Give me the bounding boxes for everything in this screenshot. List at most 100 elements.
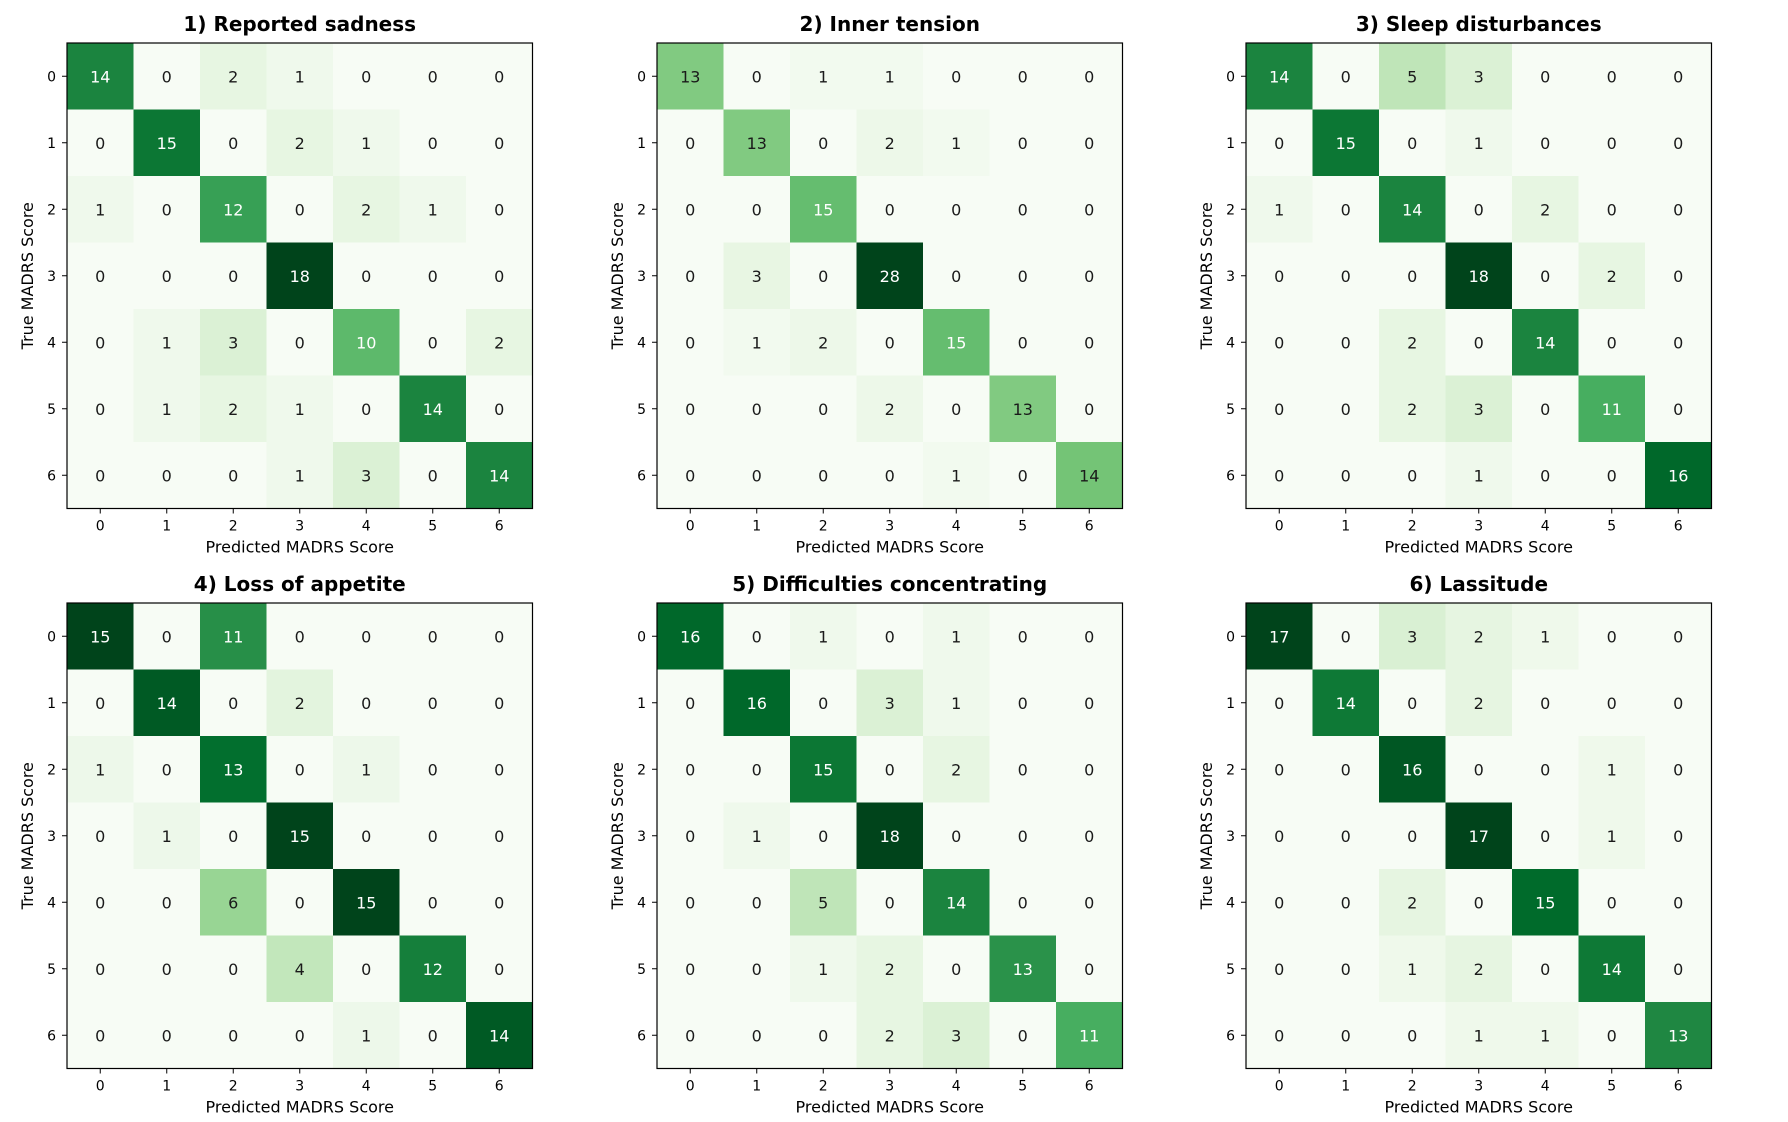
heatmap-cell: [1512, 176, 1579, 243]
y-tick-label: 2: [637, 202, 646, 218]
x-tick-label: 6: [1674, 519, 1683, 535]
heatmap-cell: [723, 669, 791, 737]
cell-value-label: 1: [818, 627, 828, 646]
cell-value-label: 1: [95, 200, 105, 219]
cell-value-label: 0: [1607, 893, 1617, 912]
cell-value-label: 0: [162, 267, 172, 286]
cell-value-label: 1: [95, 760, 105, 779]
heatmap-cell: [1379, 669, 1446, 737]
heatmap-cell: [1312, 603, 1380, 670]
cell-value-label: 13: [223, 760, 243, 779]
cell-value-label: 0: [885, 333, 895, 352]
cell-value-label: 2: [1407, 333, 1417, 352]
cell-value-label: 14: [946, 893, 966, 912]
cell-value-label: 2: [361, 200, 371, 219]
heatmap-cell: [200, 1002, 267, 1069]
cell-value-label: 0: [1407, 466, 1417, 485]
cell-value-label: 0: [1540, 827, 1550, 846]
cell-value-label: 0: [428, 827, 438, 846]
heatmap-cell: [266, 375, 334, 443]
cell-value-label: 0: [685, 694, 695, 713]
heatmap-cell: [67, 442, 134, 509]
heatmap-cell: [1246, 669, 1313, 737]
heatmap-cell: [1056, 176, 1123, 243]
cell-value-label: 0: [752, 960, 762, 979]
heatmap-cell: [200, 869, 267, 936]
heatmap-cell: [1246, 802, 1313, 870]
cell-value-label: 1: [162, 400, 172, 419]
cell-value-label: 0: [494, 893, 504, 912]
cell-value-label: 0: [818, 134, 828, 153]
heatmap-cell: [989, 43, 1057, 110]
cell-value-label: 0: [1540, 694, 1550, 713]
heatmap-cell: [723, 603, 791, 670]
y-tick-label: 4: [637, 335, 646, 351]
heatmap-cell: [67, 375, 134, 443]
cell-value-label: 0: [685, 1026, 695, 1045]
heatmap-cell: [1056, 242, 1123, 310]
heatmap-cell: [790, 242, 857, 310]
heatmap-cell: [1578, 442, 1646, 509]
cell-value-label: 0: [1274, 960, 1284, 979]
x-tick-label: 4: [952, 519, 961, 535]
heatmap-cell: [723, 869, 791, 936]
heatmap-cell: [1379, 375, 1446, 443]
heatmap-cell: [1645, 43, 1712, 110]
cell-value-label: 0: [162, 627, 172, 646]
cell-value-label: 0: [295, 333, 305, 352]
heatmap-cell: [67, 802, 134, 870]
cell-value-label: 1: [361, 134, 371, 153]
cell-value-label: 0: [752, 200, 762, 219]
y-tick-label: 0: [1226, 69, 1235, 85]
cell-value-label: 0: [1084, 134, 1094, 153]
heatmap-cell: [399, 802, 467, 870]
heatmap-cell: [399, 869, 467, 936]
heatmap-cell: [1379, 935, 1446, 1003]
heatmap-cell: [856, 375, 924, 443]
cell-value-label: 17: [1269, 627, 1289, 646]
heatmap-cell: [466, 375, 533, 443]
heatmap-cell: [989, 603, 1057, 670]
heatmap-cell: [923, 603, 990, 670]
heatmap-cell: [1312, 109, 1380, 177]
y-tick-label: 6: [637, 1028, 646, 1044]
heatmap-cell: [723, 309, 791, 376]
cell-value-label: 0: [1540, 267, 1550, 286]
heatmap-cell: [333, 43, 400, 110]
heatmap-cell: [399, 1002, 467, 1069]
panel-title: 3) Sleep disturbances: [1356, 12, 1602, 36]
x-tick-label: 6: [1085, 1079, 1094, 1095]
heatmap-cell: [657, 1002, 724, 1069]
heatmap-cell: [1645, 869, 1712, 936]
y-tick-label: 0: [47, 629, 56, 645]
cell-value-label: 0: [1341, 466, 1351, 485]
heatmap-cell: [333, 935, 400, 1003]
cell-value-label: 0: [1018, 267, 1028, 286]
heatmap-cell: [657, 603, 724, 670]
cell-value-label: 2: [885, 1026, 895, 1045]
x-tick-label: 6: [1085, 519, 1094, 535]
y-tick-label: 3: [1226, 269, 1235, 285]
y-tick-label: 5: [1226, 402, 1235, 418]
heatmap-cell: [67, 176, 134, 243]
heatmap-cell: [1578, 242, 1646, 310]
heatmap-cell: [1645, 176, 1712, 243]
heatmap-cell: [1379, 869, 1446, 936]
heatmap-cell: [1512, 442, 1579, 509]
cell-value-label: 0: [1341, 400, 1351, 419]
heatmap-cell: [856, 176, 924, 243]
cell-value-label: 0: [685, 960, 695, 979]
cell-value-label: 0: [1607, 694, 1617, 713]
y-tick-label: 4: [1226, 335, 1235, 351]
heatmap-cell: [133, 176, 201, 243]
cell-value-label: 0: [818, 267, 828, 286]
cell-value-label: 15: [1336, 134, 1356, 153]
heatmap-cell: [67, 309, 134, 376]
cell-value-label: 0: [361, 694, 371, 713]
panel-title: 5) Difficulties concentrating: [732, 572, 1047, 596]
x-tick-label: 3: [1474, 519, 1483, 535]
cell-value-label: 14: [489, 1026, 509, 1045]
heatmap-cell: [266, 935, 334, 1003]
